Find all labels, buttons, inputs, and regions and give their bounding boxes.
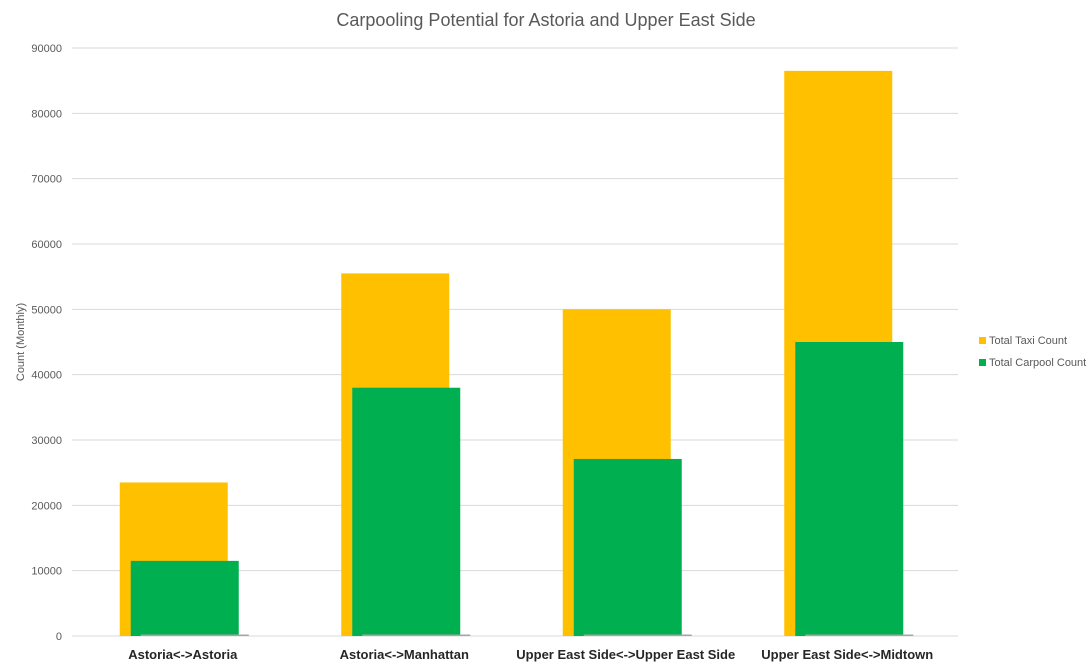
chart-title: Carpooling Potential for Astoria and Upp… (336, 10, 755, 30)
x-axis-categories: Astoria<->Astoria Astoria<->Manhattan Uppe… (128, 647, 933, 662)
bar-carpool-count (130, 560, 239, 636)
y-axis-label: Count (Monthly) (15, 303, 27, 381)
y-tick-label: 80000 (31, 108, 62, 120)
legend-label: Total Taxi Count (989, 335, 1067, 347)
y-tick-label: 20000 (31, 500, 62, 512)
bar-carpool-count (795, 342, 904, 636)
x-category-label: Upper East Side<->Midtown (761, 647, 933, 662)
bar-baseline (583, 634, 692, 636)
bars (119, 70, 914, 636)
y-tick-label: 10000 (31, 566, 62, 578)
bar-baseline (140, 634, 249, 636)
y-tick-label: 70000 (31, 174, 62, 186)
legend-swatch (979, 359, 986, 366)
legend-label: Total Carpool Count (989, 357, 1086, 369)
y-tick-label: 60000 (31, 239, 62, 251)
legend-swatch (979, 337, 986, 344)
y-tick-label: 40000 (31, 370, 62, 382)
x-category-label: Astoria<->Astoria (128, 647, 238, 662)
y-tick-label: 50000 (31, 304, 62, 316)
legend: Total Taxi Count Total Carpool Count (979, 335, 1086, 369)
x-category-label: Astoria<->Manhattan (340, 647, 469, 662)
bar-carpool-count (352, 387, 461, 636)
bar-baseline (362, 634, 471, 636)
y-tick-label: 30000 (31, 435, 62, 447)
y-axis-ticks: 0 10000 20000 30000 40000 50000 60000 70000 8000… (31, 43, 62, 643)
bar-carpool-count (573, 458, 682, 636)
bar-baseline (805, 634, 914, 636)
y-tick-label: 0 (56, 631, 62, 643)
y-tick-label: 90000 (31, 43, 62, 55)
x-category-label: Upper East Side<->Upper East Side (516, 647, 735, 662)
